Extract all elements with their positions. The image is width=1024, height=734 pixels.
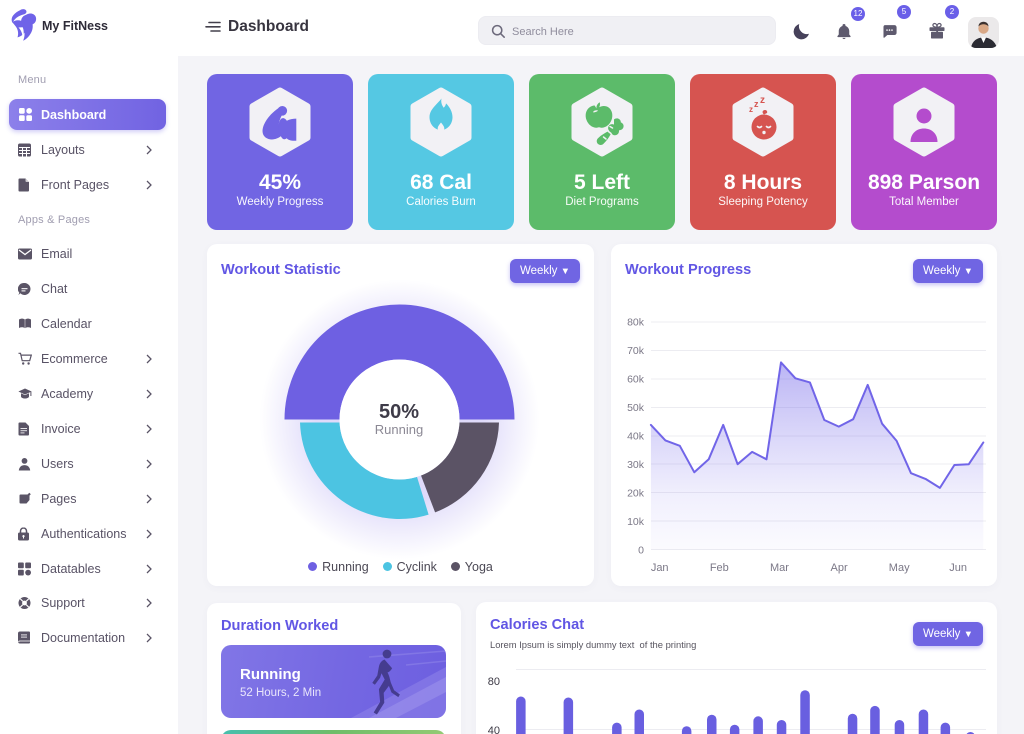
svg-text:80: 80 (488, 676, 500, 688)
svg-text:20k: 20k (627, 488, 645, 500)
svg-text:40k: 40k (627, 431, 645, 443)
svg-text:Mar: Mar (770, 562, 789, 574)
svg-text:May: May (889, 562, 910, 574)
svg-text:z: z (749, 105, 753, 114)
svg-text:z: z (754, 99, 759, 109)
svg-text:z: z (760, 95, 765, 106)
svg-text:40: 40 (488, 725, 500, 734)
svg-text:50k: 50k (627, 402, 645, 414)
svg-text:Jan: Jan (651, 562, 669, 574)
svg-text:Apr: Apr (831, 562, 848, 574)
svg-text:30k: 30k (627, 459, 645, 471)
svg-text:Jun: Jun (949, 562, 967, 574)
svg-text:Feb: Feb (710, 562, 729, 574)
svg-text:60k: 60k (627, 374, 645, 386)
svg-text:0: 0 (638, 545, 644, 557)
svg-text:70k: 70k (627, 345, 645, 357)
svg-text:80k: 80k (627, 317, 645, 329)
svg-text:10k: 10k (627, 516, 645, 528)
